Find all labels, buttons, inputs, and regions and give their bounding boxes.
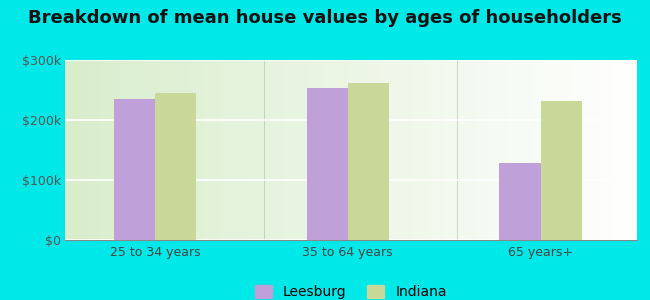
Bar (307, 88, 348, 240)
Bar (348, 83, 389, 240)
Bar (155, 93, 196, 240)
Bar (114, 99, 155, 240)
Bar (541, 101, 582, 240)
Text: Breakdown of mean house values by ages of householders: Breakdown of mean house values by ages o… (28, 9, 622, 27)
Legend: Leesburg, Indiana: Leesburg, Indiana (250, 280, 452, 300)
Bar (499, 163, 541, 240)
